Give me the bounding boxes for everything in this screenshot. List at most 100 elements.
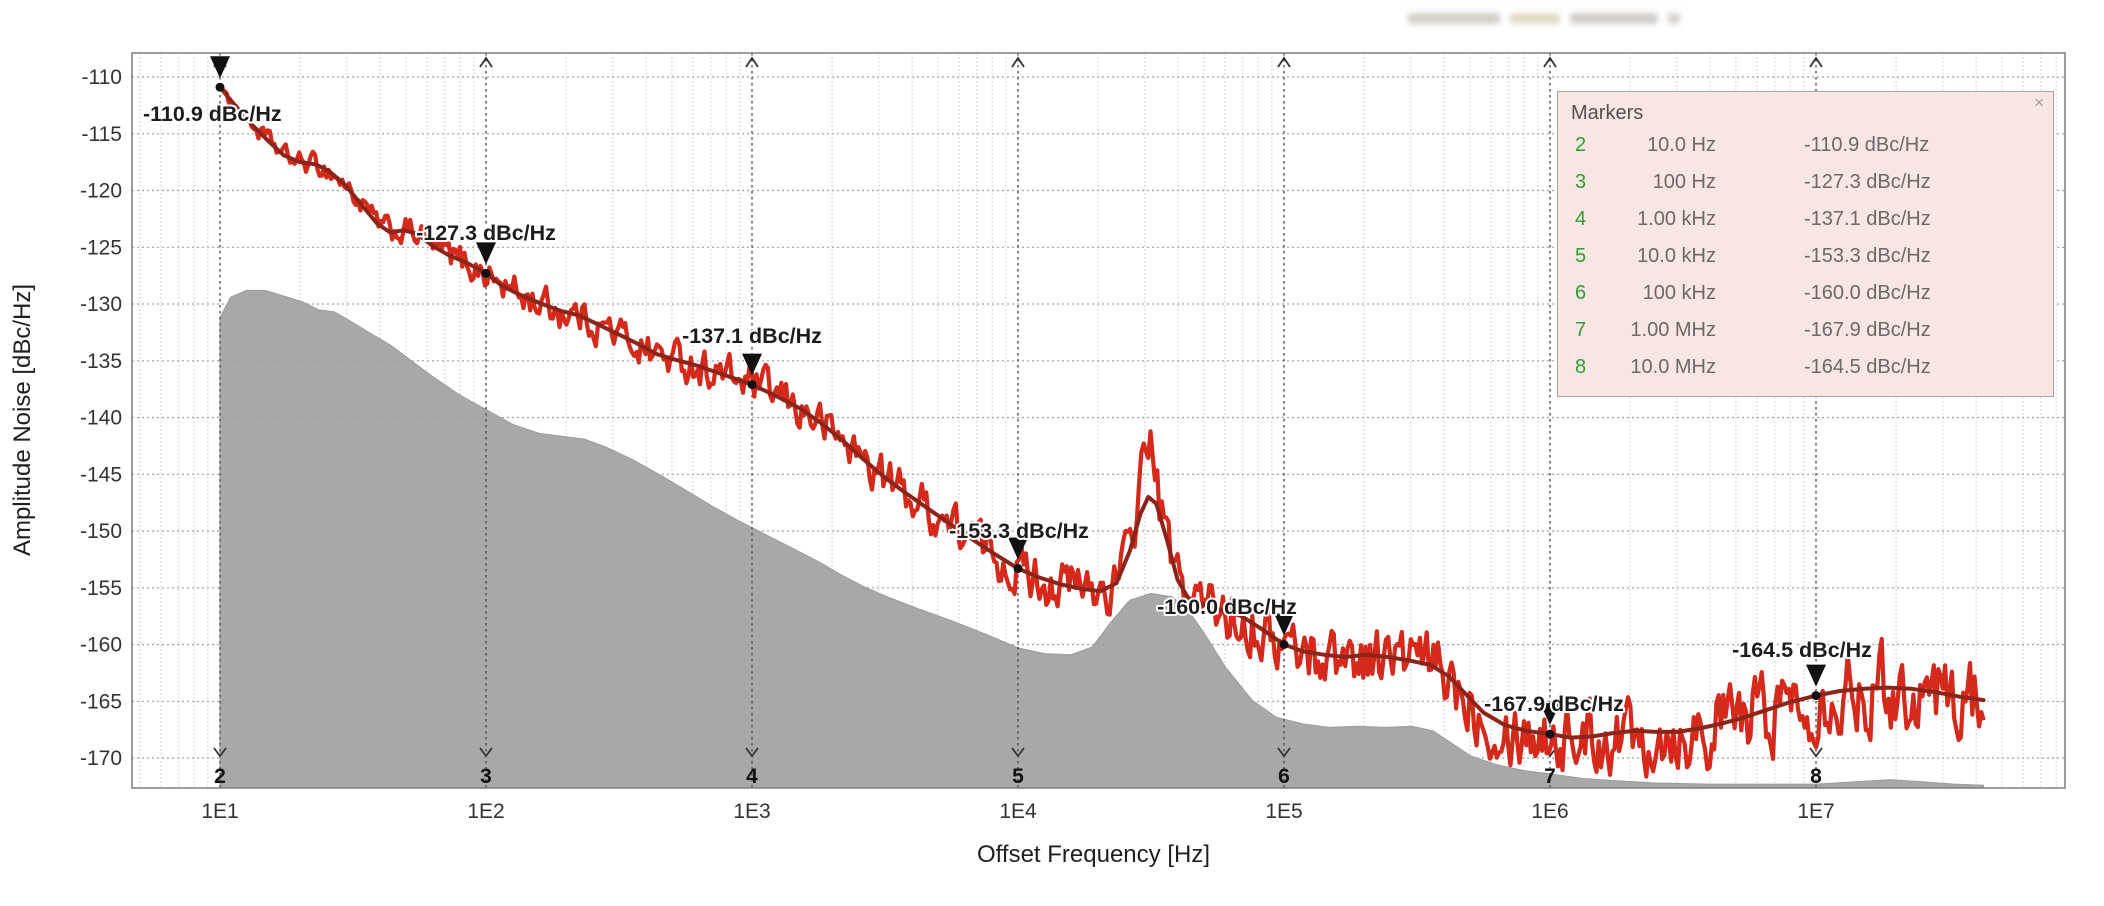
noise-floor-area bbox=[219, 289, 1985, 788]
marker-top-arrow-icon bbox=[1543, 56, 1557, 68]
y-tick-label: -135 bbox=[80, 350, 122, 373]
marker-row: 8 10.0 MHz -164.5 dBc/Hz bbox=[1558, 349, 2053, 386]
watermark-smudge bbox=[1408, 13, 1500, 25]
marker-8-callout: -164.5 dBc/Hz bbox=[1732, 638, 1872, 662]
marker-value: -160.0 dBc/Hz bbox=[1804, 282, 1931, 304]
x-tick-label: 1E3 bbox=[733, 800, 770, 823]
marker-frequency: 10.0 kHz bbox=[1637, 245, 1716, 267]
raw-trace bbox=[219, 86, 1986, 779]
marker-6-callout: -160.0 dBc/Hz bbox=[1157, 595, 1297, 619]
marker-2-callout: -110.9 dBc/Hz bbox=[143, 102, 282, 126]
y-tick-label: -140 bbox=[80, 407, 122, 430]
marker-4-triangle-icon[interactable] bbox=[742, 353, 762, 376]
marker-2-dot bbox=[215, 82, 225, 92]
marker-8-dot bbox=[1811, 691, 1821, 701]
marker-3-callout: -127.3 dBc/Hz bbox=[416, 221, 556, 245]
marker-7-callout: -167.9 dBc/Hz bbox=[1484, 692, 1624, 716]
y-tick-label: -165 bbox=[80, 690, 122, 713]
x-tick-label: 1E2 bbox=[467, 800, 504, 823]
trace-markers: -110.9 dBc/Hz -127.3 dBc/Hz -137.1 dBc/Hz -… bbox=[141, 56, 1874, 739]
marker-5-dot bbox=[1013, 563, 1023, 573]
marker-number: 3 bbox=[1575, 171, 1587, 193]
marker-index-label: 7 bbox=[1544, 765, 1556, 788]
plot-border bbox=[131, 52, 2066, 789]
marker-top-arrow-icon bbox=[1277, 56, 1291, 68]
marker-top-arrow-icon bbox=[745, 56, 759, 68]
marker-number: 6 bbox=[1575, 282, 1587, 304]
y-tick-label: -150 bbox=[80, 520, 122, 543]
y-tick-label: -130 bbox=[80, 293, 122, 316]
marker-frequency: 10.0 MHz bbox=[1630, 356, 1716, 378]
y-axis-title: Amplitude Noise [dBc/Hz] bbox=[9, 284, 36, 556]
y-tick-label: -115 bbox=[82, 123, 122, 146]
marker-index-label: 5 bbox=[1012, 765, 1024, 788]
marker-bottom-arrow-icon bbox=[1809, 747, 1823, 758]
marker-number: 7 bbox=[1575, 319, 1587, 341]
y-tick-label: -120 bbox=[80, 180, 122, 203]
marker-row: 5 10.0 kHz -153.3 dBc/Hz bbox=[1558, 238, 2053, 275]
x-axis-tick-labels: 1E1 1E2 1E3 1E4 1E5 1E6 1E7 bbox=[201, 800, 1834, 823]
marker-index-label: 3 bbox=[480, 765, 492, 788]
y-tick-label: -170 bbox=[80, 747, 122, 770]
marker-bottom-arrow-icon bbox=[213, 747, 227, 758]
close-icon[interactable]: × bbox=[2034, 93, 2044, 112]
marker-index-label: 6 bbox=[1278, 765, 1290, 788]
marker-3-triangle-icon[interactable] bbox=[476, 242, 496, 265]
markers-panel-rows: 2 10.0 Hz -110.9 dBc/Hz 3 100 Hz -127.3 dBc/H… bbox=[1558, 127, 2053, 386]
smoothed-trace bbox=[218, 85, 1986, 740]
marker-index-label: 2 bbox=[214, 765, 226, 788]
marker-row: 4 1.00 kHz -137.1 dBc/Hz bbox=[1558, 201, 2053, 238]
marker-top-arrow-icon bbox=[1011, 56, 1025, 68]
marker-frequency: 10.0 Hz bbox=[1647, 134, 1716, 156]
marker-number: 5 bbox=[1575, 245, 1587, 267]
marker-frequency: 1.00 kHz bbox=[1637, 208, 1716, 230]
marker-row: 6 100 kHz -160.0 dBc/Hz bbox=[1558, 275, 2053, 312]
marker-bottom-arrow-icon bbox=[745, 747, 759, 758]
marker-value: -164.5 dBc/Hz bbox=[1804, 356, 1931, 378]
marker-6-triangle-icon[interactable] bbox=[1274, 613, 1294, 636]
marker-value: -153.3 dBc/Hz bbox=[1804, 245, 1931, 267]
watermark-smudge bbox=[1668, 13, 1680, 25]
y-tick-label: -110 bbox=[82, 66, 122, 89]
marker-number: 8 bbox=[1575, 356, 1587, 378]
marker-value: -167.9 dBc/Hz bbox=[1804, 319, 1931, 341]
marker-bottom-arrow-icon bbox=[1277, 747, 1291, 758]
y-tick-label: -155 bbox=[80, 577, 122, 600]
marker-4-dot bbox=[747, 380, 757, 390]
marker-top-arrow-icon bbox=[479, 56, 493, 68]
x-tick-label: 1E1 bbox=[201, 800, 238, 823]
marker-value: -127.3 dBc/Hz bbox=[1804, 171, 1931, 193]
blurred-watermark bbox=[1408, 10, 1698, 28]
marker-frequency: 100 kHz bbox=[1642, 282, 1716, 304]
marker-index-label: 8 bbox=[1810, 765, 1822, 788]
marker-7-triangle-icon[interactable] bbox=[1540, 703, 1560, 726]
marker-number: 2 bbox=[1575, 134, 1587, 156]
x-tick-label: 1E4 bbox=[999, 800, 1037, 823]
x-axis-title: Offset Frequency [Hz] bbox=[977, 841, 1210, 868]
marker-4-callout: -137.1 dBc/Hz bbox=[682, 324, 822, 348]
marker-frequency: 100 Hz bbox=[1652, 171, 1716, 193]
marker-bottom-arrow-icon bbox=[1011, 747, 1025, 758]
marker-7-dot bbox=[1545, 729, 1555, 739]
watermark-smudge bbox=[1570, 13, 1658, 25]
x-tick-label: 1E5 bbox=[1265, 800, 1302, 823]
marker-value: -137.1 dBc/Hz bbox=[1804, 208, 1931, 230]
marker-number: 4 bbox=[1575, 208, 1587, 230]
marker-value: -110.9 dBc/Hz bbox=[1804, 134, 1930, 156]
y-tick-label: -160 bbox=[80, 634, 122, 657]
marker-8-triangle-icon[interactable] bbox=[1806, 664, 1826, 687]
marker-index-label: 4 bbox=[746, 765, 758, 788]
marker-2-triangle-icon[interactable] bbox=[210, 56, 230, 79]
y-axis-tick-labels: -110 -115 -120 -125 -130 -135 -140 -145 -150 -155… bbox=[80, 66, 122, 770]
marker-3-dot bbox=[481, 268, 491, 278]
marker-5-triangle-icon[interactable] bbox=[1008, 537, 1028, 560]
y-tick-label: -125 bbox=[80, 236, 122, 259]
watermark-smudge bbox=[1510, 13, 1560, 25]
marker-row: 7 1.00 MHz -167.9 dBc/Hz bbox=[1558, 312, 2053, 349]
marker-5-callout: -153.3 dBc/Hz bbox=[949, 519, 1089, 543]
marker-row: 2 10.0 Hz -110.9 dBc/Hz bbox=[1558, 127, 2053, 164]
marker-bottom-arrow-icon bbox=[479, 747, 493, 758]
y-tick-label: -145 bbox=[80, 463, 122, 486]
